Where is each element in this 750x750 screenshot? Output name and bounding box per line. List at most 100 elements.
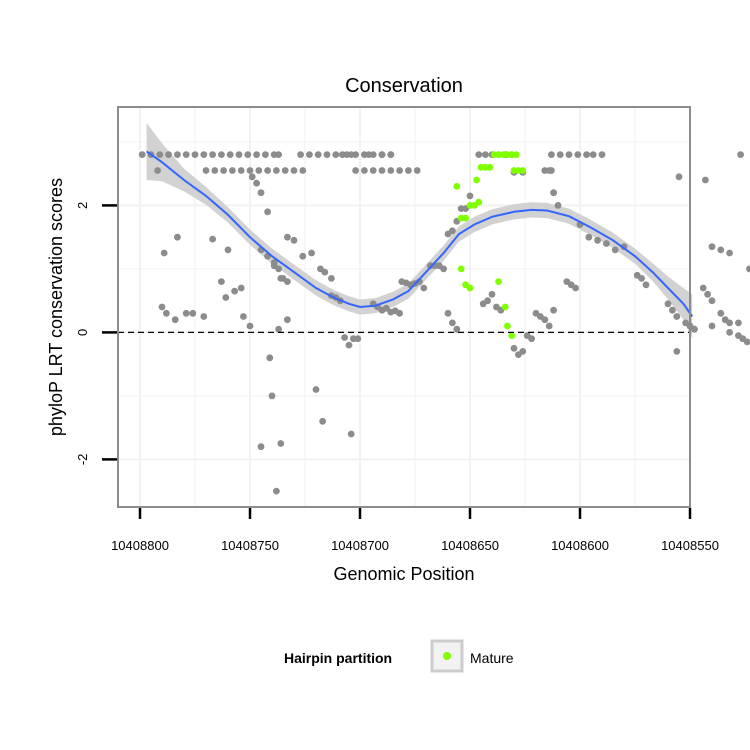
data-point-other <box>209 235 217 243</box>
data-point-other <box>699 284 707 292</box>
data-point-other <box>673 313 681 320</box>
data-point-other <box>160 249 168 257</box>
data-point-other <box>257 189 265 197</box>
chart-title: Conservation <box>345 75 463 97</box>
data-point-other <box>453 325 461 333</box>
data-point-other <box>182 151 190 159</box>
data-point-other <box>328 275 335 282</box>
data-point-other <box>396 309 403 317</box>
data-point-other <box>541 316 549 324</box>
data-point-mature <box>501 303 509 311</box>
data-point-other <box>369 167 377 174</box>
data-point-mature <box>466 284 474 292</box>
smooth-curve <box>146 150 694 318</box>
data-point-other <box>275 325 282 333</box>
data-point-other <box>220 167 228 174</box>
data-point-other <box>211 167 219 174</box>
data-point-other <box>182 309 190 317</box>
data-point-other <box>341 334 348 341</box>
data-point-mature <box>495 278 502 285</box>
data-point-other <box>449 227 456 235</box>
data-point-other <box>156 151 164 159</box>
data-point-other <box>708 297 716 305</box>
data-point-mature <box>512 151 520 159</box>
legend-label-mature: Mature <box>470 650 514 666</box>
data-point-other <box>708 322 716 330</box>
data-point-other <box>550 189 557 197</box>
data-point-other <box>691 325 698 333</box>
data-point-other <box>262 151 269 159</box>
data-point-other <box>339 151 346 159</box>
data-point-other <box>237 167 245 174</box>
data-point-other <box>163 309 170 317</box>
x-tick-label: 10408750 <box>221 538 279 553</box>
data-point-other <box>565 151 573 159</box>
plot-panel-border <box>117 106 691 508</box>
data-point-other <box>717 246 725 254</box>
data-point-mature <box>453 183 461 190</box>
data-point-other <box>420 284 428 292</box>
data-point-other <box>248 173 256 181</box>
data-point-other <box>264 167 271 174</box>
data-point-other <box>488 290 496 298</box>
data-point-other <box>413 167 421 174</box>
points-mature-series <box>453 151 527 339</box>
data-point-other <box>273 487 280 495</box>
data-point-other <box>299 252 307 260</box>
data-point-other <box>737 151 744 159</box>
data-point-other <box>165 151 173 159</box>
data-point-other <box>365 151 373 159</box>
data-point-other <box>746 265 750 273</box>
data-point-other <box>200 151 208 159</box>
data-point-other <box>638 275 645 282</box>
x-axis-ticks: 10408800 10408750 10408700 10408650 10408600… <box>111 508 719 553</box>
data-point-other <box>237 284 245 292</box>
data-point-other <box>255 167 263 174</box>
data-point-other <box>171 316 179 324</box>
data-point-other <box>405 167 412 174</box>
data-point-other <box>387 167 395 174</box>
data-point-other <box>244 151 252 159</box>
data-point-other <box>154 167 162 174</box>
data-point-other <box>240 313 247 320</box>
data-point-other <box>556 151 564 159</box>
data-point-other <box>396 167 403 174</box>
data-point-other <box>708 243 716 251</box>
data-point-other <box>484 297 491 305</box>
data-point-mature <box>519 167 527 174</box>
data-point-other <box>231 287 239 295</box>
x-tick-label: 10408800 <box>111 538 169 553</box>
data-point-other <box>209 151 217 159</box>
data-point-other <box>669 306 676 314</box>
data-point-other <box>306 151 313 159</box>
data-point-other <box>319 417 326 425</box>
data-point-other <box>290 236 298 244</box>
data-point-other <box>642 281 650 289</box>
data-point-other <box>264 208 271 216</box>
data-point-other <box>224 246 232 254</box>
data-point-other <box>138 151 146 159</box>
data-point-mature <box>477 163 485 171</box>
data-point-other <box>466 192 474 200</box>
data-point-other <box>603 240 610 247</box>
data-point-other <box>281 167 289 174</box>
data-point-other <box>482 151 489 159</box>
data-point-other <box>246 322 254 330</box>
data-point-other <box>275 151 282 159</box>
data-point-mature <box>504 322 511 330</box>
data-point-other <box>545 167 553 174</box>
data-point-other <box>550 306 557 314</box>
data-point-other <box>554 202 562 209</box>
data-point-other <box>449 319 456 327</box>
data-point-other <box>277 440 285 447</box>
data-point-other <box>378 167 386 174</box>
data-point-other <box>675 173 683 181</box>
data-point-other <box>268 392 276 400</box>
data-point-other <box>387 151 395 159</box>
data-point-other <box>726 249 733 257</box>
data-point-other <box>323 151 331 159</box>
data-point-other <box>299 167 307 174</box>
x-axis-title: Genomic Position <box>333 564 474 584</box>
data-point-other <box>226 151 234 159</box>
